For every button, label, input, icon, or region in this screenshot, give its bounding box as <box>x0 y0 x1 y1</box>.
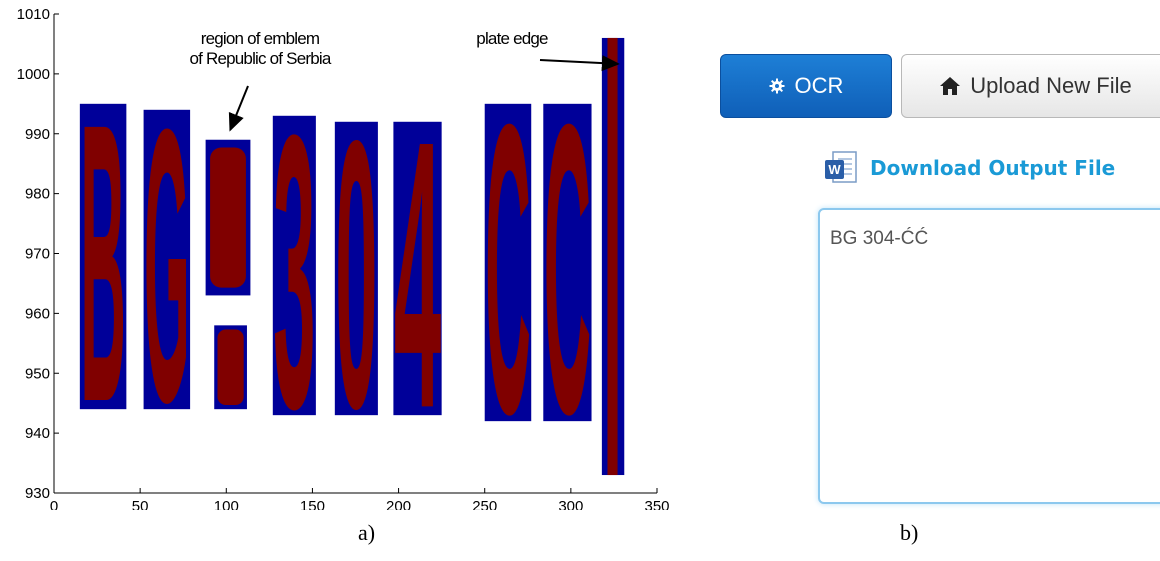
x-tick-label: 300 <box>558 498 583 510</box>
ocr-app-panel: OCR Upload New File W Download Output Fi… <box>700 0 1160 561</box>
upload-button-label: Upload New File <box>970 73 1132 98</box>
segment-glyph <box>607 37 618 476</box>
ocr-button[interactable]: OCR <box>720 54 892 118</box>
segment-background <box>484 103 532 422</box>
segment-1: G <box>143 49 191 483</box>
segment-background <box>79 103 127 410</box>
upload-new-file-button[interactable]: Upload New File <box>901 54 1160 118</box>
gear-icon <box>769 78 785 94</box>
segment-0: B <box>79 42 127 485</box>
annotation-arrow <box>228 85 249 132</box>
segment-4: 3 <box>272 55 316 489</box>
x-tick-label: 200 <box>386 498 411 510</box>
ocr-output-textarea[interactable]: BG 304-ĆĆ <box>818 208 1160 504</box>
annotation-text: region of emblem <box>201 29 320 48</box>
download-output-row: W Download Output File <box>824 150 1115 186</box>
segment-glyph: B <box>80 42 126 485</box>
segment-3 <box>214 325 247 410</box>
x-tick-label: 50 <box>132 498 149 510</box>
download-output-link[interactable]: Download Output File <box>870 156 1116 180</box>
segment-background <box>143 109 191 410</box>
x-tick-label: 150 <box>300 498 325 510</box>
ocr-button-label: OCR <box>794 73 844 98</box>
y-tick-label: 940 <box>25 425 50 442</box>
word-document-icon: W <box>825 151 857 183</box>
segment-glyph <box>217 329 244 405</box>
y-tick-label: 950 <box>25 365 50 382</box>
segment-background <box>334 121 378 416</box>
segment-glyph: G <box>144 49 190 483</box>
x-tick-label: 0 <box>50 498 58 510</box>
segment-glyph: 0 <box>335 61 377 487</box>
x-tick-label: 100 <box>214 498 239 510</box>
y-tick-label: 1010 <box>17 6 50 23</box>
annotation-text: of Republic of Serbia <box>189 49 331 68</box>
segment-9 <box>601 37 625 476</box>
plot-axes: 930 940 950 960 970 980 990 1000 1010 0 50 100 150 20… <box>17 6 670 510</box>
y-tick-label: 990 <box>25 126 50 143</box>
annotation-arrow <box>539 55 620 72</box>
segment-5: 0 <box>334 61 378 487</box>
caption-b: b) <box>900 520 919 545</box>
segment-background <box>272 115 316 416</box>
caption-a: a) <box>358 520 376 545</box>
segment-glyph: 4 <box>394 61 442 487</box>
segment-8: C <box>543 40 592 500</box>
segment-2 <box>205 139 251 296</box>
y-tick-label: 930 <box>25 485 50 502</box>
svg-text:W: W <box>828 162 841 177</box>
y-tick-label: 980 <box>25 186 50 203</box>
annotation-edge: plate edge <box>476 29 620 72</box>
home-icon <box>940 77 961 95</box>
y-tick-label: 1000 <box>17 66 50 83</box>
segment-7: C <box>484 40 532 500</box>
segment-glyph: 3 <box>273 55 315 489</box>
x-tick-label: 350 <box>644 498 669 510</box>
segment-glyph <box>210 147 246 288</box>
segment-glyph: C <box>485 40 531 500</box>
annotation-text: plate edge <box>476 29 548 48</box>
x-tick-label: 250 <box>472 498 497 510</box>
segment-6: 4 <box>393 61 442 487</box>
segment-background <box>543 103 592 422</box>
y-tick-label: 960 <box>25 305 50 322</box>
segment-background <box>393 121 442 416</box>
y-tick-label: 970 <box>25 246 50 263</box>
segment-glyph: C <box>544 40 591 500</box>
